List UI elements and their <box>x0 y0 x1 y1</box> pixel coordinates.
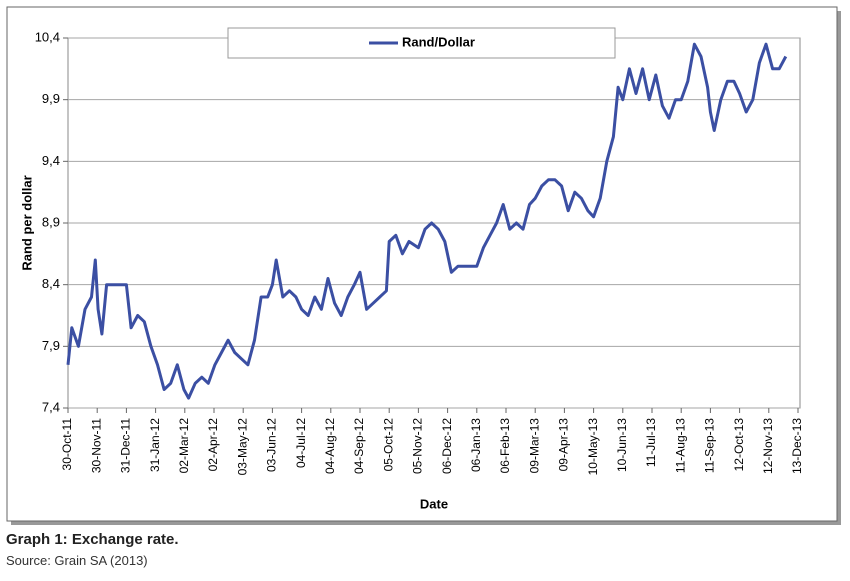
legend-box <box>227 27 616 59</box>
x-tick-label: 09-Apr-13 <box>557 418 571 472</box>
x-tick-label: 31-Dec-11 <box>119 418 133 473</box>
x-tick-label: 30-Oct-11 <box>60 418 74 471</box>
y-tick-label: 9,9 <box>42 91 60 106</box>
x-tick-label: 11-Sep-13 <box>703 418 717 473</box>
x-tick-label: 12-Nov-13 <box>761 418 775 474</box>
x-tick-label: 12-Oct-13 <box>732 418 746 472</box>
x-tick-label: 03-Jun-12 <box>265 418 279 472</box>
data-line <box>66 42 788 400</box>
x-tick-label: 04-Sep-12 <box>352 418 366 474</box>
x-tick-label: 04-Aug-12 <box>323 418 337 474</box>
x-tick-label: 02-Apr-12 <box>206 418 220 472</box>
y-axis-label: Rand per dollar <box>19 175 34 270</box>
x-tick-label: 31-Jan-12 <box>148 418 162 472</box>
x-tick-label: 10-Jun-13 <box>615 418 629 472</box>
x-tick-label: 05-Oct-12 <box>381 418 395 472</box>
x-tick-label: 09-Mar-13 <box>527 418 541 474</box>
y-tick-label: 7,9 <box>42 338 60 353</box>
x-tick-label: 30-Nov-11 <box>89 418 103 473</box>
x-tick-label: 13-Dec-13 <box>790 418 804 474</box>
x-tick-label: 06-Jan-13 <box>469 418 483 472</box>
x-tick-label: 10-May-13 <box>586 418 600 476</box>
legend-label: Rand/Dollar <box>402 34 475 49</box>
x-axis-label: Date <box>420 496 448 511</box>
x-tick-label: 11-Jul-13 <box>644 418 658 467</box>
caption-source: Source: Grain SA (2013) <box>6 553 148 568</box>
x-tick-label: 05-Nov-12 <box>411 418 425 474</box>
y-tick-label: 9,4 <box>42 153 60 168</box>
x-tick-label: 06-Feb-13 <box>498 418 512 474</box>
y-tick-label: 8,9 <box>42 214 60 229</box>
caption-title: Graph 1: Exchange rate. <box>6 531 179 548</box>
y-tick-label: 7,4 <box>42 399 60 414</box>
y-tick-label: 10,4 <box>35 29 60 44</box>
x-tick-label: 03-May-12 <box>235 418 249 476</box>
x-tick-label: 04-Jul-12 <box>294 418 308 468</box>
y-tick-label: 8,4 <box>42 276 60 291</box>
x-tick-label: 06-Dec-12 <box>440 418 454 474</box>
chart: Rand per dollar Date 7,4 7,9 8,4 8,9 9,4 9,9 1… <box>6 6 841 525</box>
x-tick-label: 02-Mar-12 <box>177 418 191 474</box>
x-tick-label: 11-Aug-13 <box>673 418 687 473</box>
